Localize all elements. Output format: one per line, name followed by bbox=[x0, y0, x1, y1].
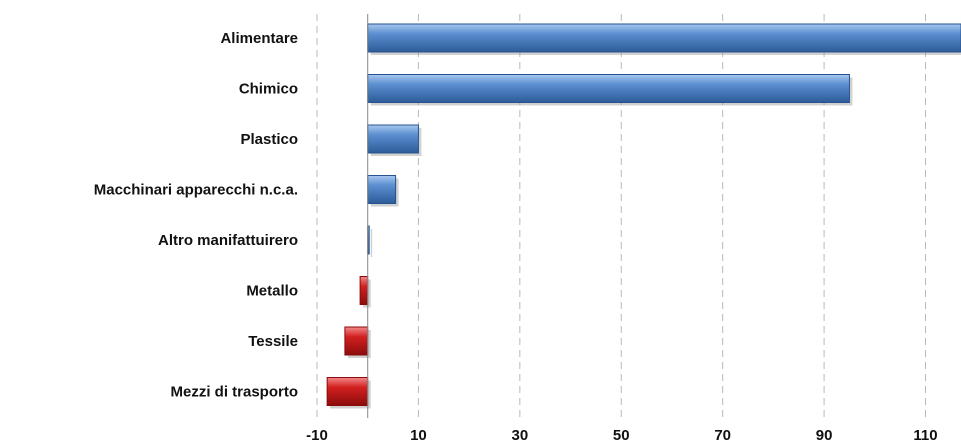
bar-group bbox=[367, 74, 853, 106]
bar-group bbox=[367, 124, 422, 156]
x-tick-label: 110 bbox=[913, 427, 937, 444]
bar-shadow bbox=[370, 229, 373, 257]
bar-group bbox=[367, 175, 399, 207]
category-label: Macchinari apparecchi n.c.a. bbox=[94, 182, 298, 199]
category-label: Plastico bbox=[240, 131, 298, 148]
bar-group bbox=[344, 326, 371, 358]
x-tick-label: 10 bbox=[410, 427, 427, 444]
category-label: Mezzi di trasporto bbox=[170, 384, 298, 401]
x-tick-label: 50 bbox=[613, 427, 630, 444]
category-label: Tessile bbox=[248, 333, 298, 350]
bar bbox=[359, 276, 369, 305]
category-labels: Alimentare Chimico Plastico Macchinari appa… bbox=[94, 30, 298, 401]
bar bbox=[367, 175, 397, 204]
grid-lines bbox=[316, 14, 927, 418]
x-tick-label: -10 bbox=[306, 427, 328, 444]
bar bbox=[367, 74, 850, 103]
bar bbox=[344, 326, 369, 356]
x-tick-label: 70 bbox=[714, 427, 731, 444]
category-label: Alimentare bbox=[220, 30, 298, 47]
category-label: Metallo bbox=[246, 283, 298, 300]
bar-group bbox=[367, 23, 961, 55]
bar-group bbox=[359, 276, 371, 308]
x-tick-label: 30 bbox=[511, 427, 528, 444]
category-label: Altro manifattuirero bbox=[158, 232, 298, 249]
bar-group bbox=[326, 377, 371, 409]
x-tick-label: 90 bbox=[816, 427, 833, 444]
bar bbox=[326, 377, 369, 406]
bar bbox=[367, 23, 961, 53]
bars bbox=[326, 23, 961, 409]
category-label: Chimico bbox=[239, 81, 298, 98]
bar bbox=[367, 124, 419, 154]
bar-group bbox=[367, 225, 373, 257]
tick-labels: -10 10 30 50 70 90 110 bbox=[306, 427, 937, 444]
